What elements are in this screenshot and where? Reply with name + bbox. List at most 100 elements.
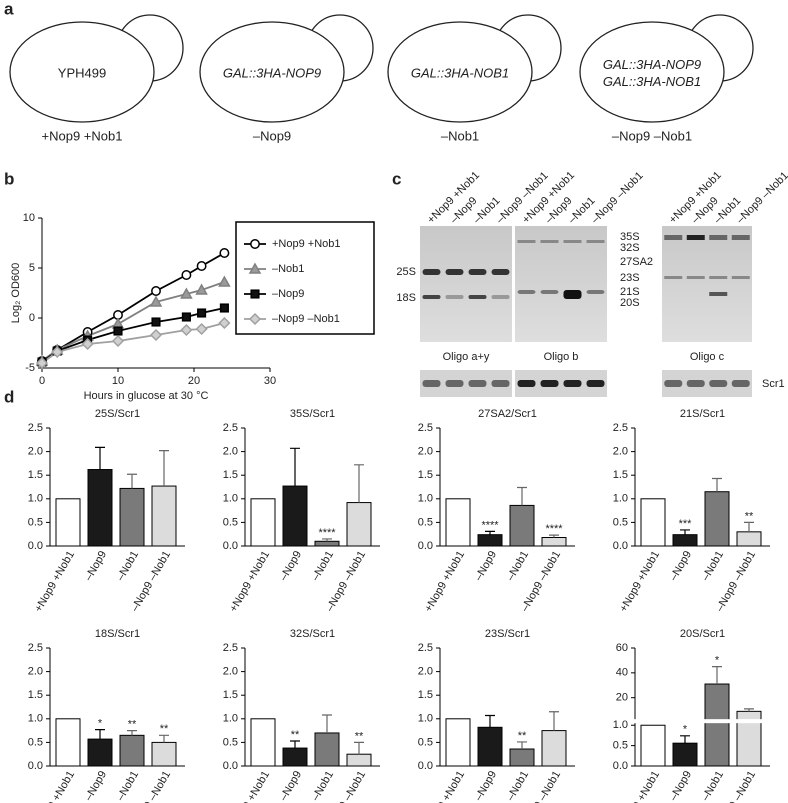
point — [218, 275, 231, 287]
bar — [55, 718, 81, 767]
axis-break — [629, 719, 770, 724]
band — [586, 380, 605, 387]
error-bar — [95, 729, 105, 740]
bar — [87, 738, 113, 767]
significance: ** — [745, 510, 754, 522]
y-tick-label: 2.5 — [223, 642, 238, 654]
bar — [119, 734, 145, 767]
y-tick-label: 5 — [29, 262, 35, 274]
y-tick-label: 1.0 — [223, 493, 238, 505]
significance: ** — [291, 729, 300, 741]
bar — [640, 724, 666, 767]
legend-marker — [250, 289, 260, 299]
band-label: 27SA2 — [620, 256, 653, 268]
y-tick-label: 0.5 — [223, 736, 238, 748]
strain-caption: +Nop9 +Nob1 — [42, 128, 123, 143]
bar — [704, 491, 730, 547]
bar — [119, 487, 145, 547]
y-tick-label: 2.0 — [418, 666, 433, 678]
error-bar — [485, 714, 495, 728]
band — [517, 290, 536, 294]
bar — [477, 534, 503, 547]
y-tick-label: 0.0 — [418, 540, 433, 552]
y-tick-label: 1.5 — [28, 689, 43, 701]
significance: **** — [318, 527, 336, 539]
point — [151, 286, 161, 296]
error-bar — [744, 521, 754, 532]
point — [195, 322, 208, 336]
x-tick-label: –Nop9 — [668, 549, 695, 583]
point — [180, 287, 193, 299]
blot — [420, 226, 512, 342]
significance: *** — [679, 518, 693, 530]
band — [445, 295, 464, 299]
band — [686, 276, 705, 279]
y-tick-label: 40 — [616, 667, 628, 679]
chart-title: 23S/Scr1 — [485, 628, 530, 640]
bar — [151, 485, 177, 547]
error-bar — [127, 473, 137, 489]
genotype: GAL::3HA-NOB1 — [411, 65, 509, 80]
y-tick-label: 0 — [29, 312, 35, 324]
band — [586, 240, 605, 243]
band-label: 32S — [620, 242, 640, 254]
error-bar — [680, 735, 690, 744]
band — [491, 380, 510, 387]
error-bar — [712, 477, 722, 492]
y-tick-label: 0.0 — [613, 540, 628, 552]
significance: * — [98, 718, 103, 730]
bar — [672, 742, 698, 767]
point — [180, 323, 193, 337]
error-bar — [322, 538, 332, 542]
point — [51, 345, 64, 359]
legend-label: –Nop9 –Nob1 — [272, 313, 340, 325]
y-tick-label: 2.5 — [223, 422, 238, 434]
y-tick-label: 0.5 — [613, 516, 628, 528]
bar — [282, 747, 308, 767]
y-tick-label: 0.0 — [613, 760, 628, 772]
error-bar — [680, 529, 690, 535]
bar — [640, 498, 666, 547]
significance: ** — [518, 730, 527, 742]
x-tick-label: +Nop9 +Nob1 — [227, 769, 272, 803]
legend-label: –Nob1 — [272, 263, 304, 275]
bar — [509, 504, 535, 547]
error-bar — [549, 711, 559, 731]
chart-title: 20S/Scr1 — [680, 628, 725, 640]
y-tick-label: 1.0 — [613, 719, 628, 731]
genotype: GAL::3HA-NOP9 — [223, 65, 321, 80]
chart-title: 35S/Scr1 — [290, 408, 335, 420]
y-tick-label: 1.0 — [418, 493, 433, 505]
panel-label: c — [392, 169, 401, 188]
band — [709, 235, 728, 240]
bar — [314, 732, 340, 767]
band — [664, 380, 683, 387]
x-tick-label: +Nop9 +Nob1 — [617, 769, 662, 803]
bar — [704, 683, 730, 767]
y-tick-label: -5 — [25, 362, 35, 374]
strain-caption: –Nop9 — [253, 128, 291, 143]
band — [517, 240, 536, 243]
band — [686, 235, 705, 240]
x-tick-label: 0 — [39, 375, 45, 387]
error-bar — [159, 734, 169, 743]
point — [149, 328, 163, 342]
x-tick-label: +Nop9 +Nob1 — [32, 549, 77, 614]
band — [491, 269, 510, 275]
point — [219, 248, 230, 258]
band — [540, 240, 559, 243]
band — [422, 269, 441, 275]
band-label: 18S — [396, 292, 416, 304]
y-tick-label: 1.5 — [418, 689, 433, 701]
band — [563, 380, 582, 387]
y-tick-label: 1.0 — [223, 713, 238, 725]
y-tick-label: 1.5 — [28, 469, 43, 481]
x-tick-label: –Nop9 — [473, 769, 500, 803]
x-tick-label: –Nob1 — [700, 549, 727, 583]
y-tick-label: 60 — [616, 642, 628, 654]
panel-label: a — [4, 0, 14, 18]
band — [709, 276, 728, 279]
point — [219, 303, 229, 313]
band — [563, 290, 582, 299]
x-tick-label: +Nop9 +Nob1 — [32, 769, 77, 803]
